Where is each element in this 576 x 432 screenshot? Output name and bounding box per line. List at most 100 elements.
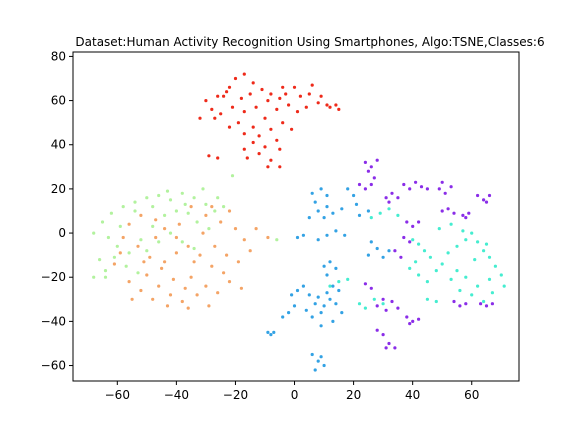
scatter-point [233,76,238,81]
scatter-point [381,255,385,259]
scatter-point [165,304,170,308]
scatter-point [464,238,468,242]
scatter-point [257,134,261,138]
scatter-point [446,207,450,211]
scatter-point [287,311,291,315]
scatter-point [319,311,323,315]
scatter-point [213,244,217,248]
scatter-point [242,238,246,242]
scatter-point [130,297,134,301]
scatter-point [396,213,400,217]
scatter-point [405,220,409,224]
scatter-point [334,302,338,306]
scatter-point [417,273,421,277]
scatter-point [313,200,317,204]
scatter-point [331,211,335,215]
scatter-point [396,306,400,310]
scatter-point [390,299,394,304]
scatter-point [174,209,178,213]
scatter-point [372,176,376,180]
scatter-point [272,330,276,334]
y-tick-label: 60 [51,94,66,108]
scatter-point [216,94,220,98]
scatter-point [230,174,235,178]
scatter-point [411,319,415,323]
scatter-point [298,94,302,98]
scatter-point [366,169,370,173]
scatter-point [210,264,214,268]
scatter-point [284,92,288,96]
y-axis: −60 −40 −20 0 20 40 60 80 [41,49,73,373]
scatter-point [292,304,297,308]
scatter-point [482,249,486,253]
scatter-point [411,238,415,242]
scatter-point [310,352,314,357]
scatter-point [482,299,486,304]
y-tick-label: −20 [41,270,66,284]
scatter-point [207,227,211,231]
scatter-point [275,107,279,111]
scatter-point [165,189,170,193]
scatter-point [313,368,317,372]
scatter-point [263,116,267,120]
scatter-point [222,205,226,209]
scatter-point [145,196,149,200]
scatter-point [337,288,341,293]
scatter-point [310,191,314,195]
scatter-point [479,302,483,306]
scatter-point [467,211,471,215]
scatter-point [266,165,270,169]
x-axis: −60 −40 −20 0 20 40 60 [105,381,479,402]
scatter-point [487,277,492,281]
scatter-point [281,85,285,89]
scatter-point [440,180,444,184]
scatter-point [207,304,211,308]
scatter-point [163,260,167,264]
scatter-point [417,317,421,321]
scatter-point [346,277,350,281]
scatter-point [458,288,462,293]
scatter-point [233,227,238,231]
scatter-point [476,193,480,198]
scatter-point [322,216,326,220]
scatter-point [307,216,311,220]
scatter-point [287,103,291,107]
scatter-point [239,286,243,290]
scatter-point [487,193,492,198]
scatter-point [204,202,208,206]
scatter-point [236,260,240,264]
scatter-point [157,193,161,198]
scatter-point [304,105,308,109]
scatter-point [322,304,326,308]
scatter-point [449,222,453,226]
scatter-point [127,222,131,226]
scatter-point [470,231,474,235]
scatter-point [425,297,429,301]
scatter-point [204,213,208,217]
scatter-point [493,264,497,268]
scatter-point [154,218,158,222]
scatter-point [251,140,255,145]
scatter-point [390,191,394,195]
scatter-point [357,213,362,217]
scatter-point [354,202,359,206]
scatter-point [484,242,489,246]
scatter-point [242,147,246,151]
scatter-point [180,240,184,244]
scatter-point [160,266,164,270]
x-tick-label: −20 [223,388,248,402]
scatter-point [222,271,226,275]
scatter-point [363,187,367,191]
scatter-point [106,235,110,240]
scatter-point [248,92,252,96]
scatter-point [328,105,332,109]
scatter-point [112,262,116,266]
scatter-point [334,266,338,270]
scatter-point [177,222,181,226]
scatter-point [118,251,122,255]
scatter-point [295,288,300,293]
scatter-point [207,154,211,158]
scatter-point [331,284,335,288]
scatter-point [121,235,125,240]
